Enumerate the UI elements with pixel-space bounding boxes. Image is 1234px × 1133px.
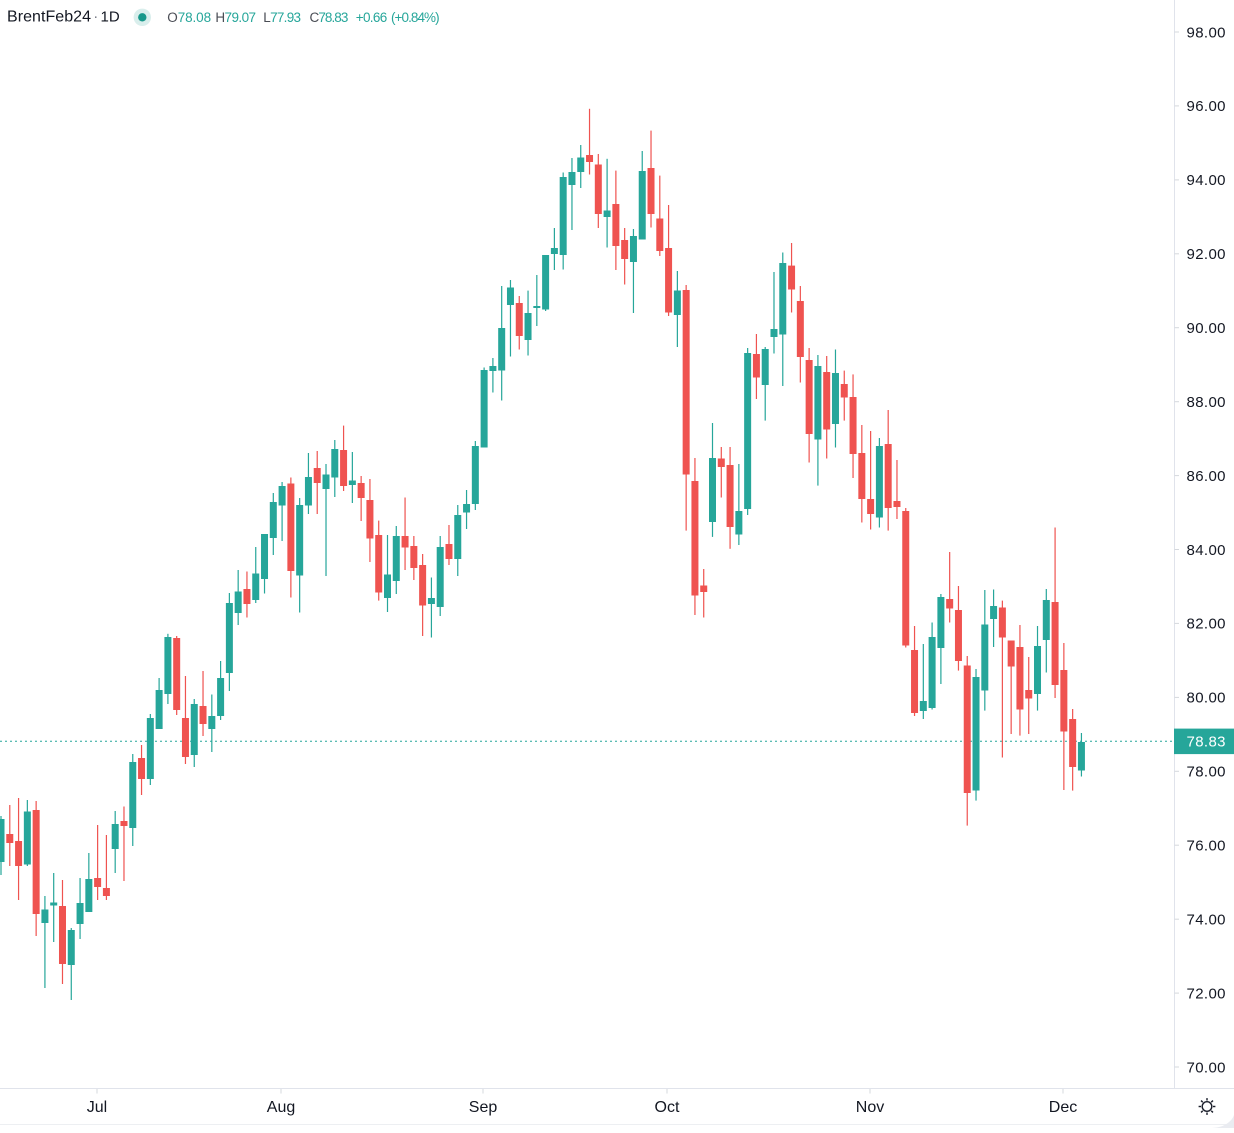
svg-text:C78.83: C78.83 — [310, 10, 349, 25]
svg-text:70.00: 70.00 — [1187, 1059, 1226, 1076]
svg-text:BrentFeb24: BrentFeb24 — [7, 9, 91, 26]
svg-text:98.00: 98.00 — [1187, 24, 1226, 41]
svg-text:82.00: 82.00 — [1187, 616, 1226, 633]
svg-text:·: · — [93, 8, 98, 25]
svg-text:(+0.84%): (+0.84%) — [391, 10, 440, 25]
svg-text:86.00: 86.00 — [1187, 468, 1226, 485]
svg-text:90.00: 90.00 — [1187, 320, 1226, 337]
svg-text:H79.07: H79.07 — [215, 10, 256, 25]
svg-text:72.00: 72.00 — [1187, 985, 1226, 1002]
svg-text:88.00: 88.00 — [1187, 394, 1226, 411]
svg-text:1D: 1D — [101, 9, 120, 26]
svg-text:O78.08: O78.08 — [167, 10, 211, 25]
svg-text:Sep: Sep — [469, 1099, 498, 1116]
svg-text:78.00: 78.00 — [1187, 764, 1226, 781]
svg-text:84.00: 84.00 — [1187, 542, 1226, 559]
svg-text:Oct: Oct — [655, 1099, 680, 1116]
svg-text:76.00: 76.00 — [1187, 838, 1226, 855]
svg-text:96.00: 96.00 — [1187, 98, 1226, 115]
svg-text:94.00: 94.00 — [1187, 172, 1226, 189]
svg-text:92.00: 92.00 — [1187, 246, 1226, 263]
svg-text:Dec: Dec — [1049, 1099, 1077, 1116]
svg-text:Jul: Jul — [87, 1099, 107, 1116]
svg-text:Nov: Nov — [856, 1099, 884, 1116]
svg-text:+0.66: +0.66 — [356, 10, 388, 25]
svg-text:L77.93: L77.93 — [263, 10, 301, 25]
svg-text:80.00: 80.00 — [1187, 690, 1226, 707]
svg-text:Aug: Aug — [267, 1099, 295, 1116]
svg-text:78.83: 78.83 — [1187, 734, 1226, 751]
svg-text:74.00: 74.00 — [1187, 912, 1226, 929]
